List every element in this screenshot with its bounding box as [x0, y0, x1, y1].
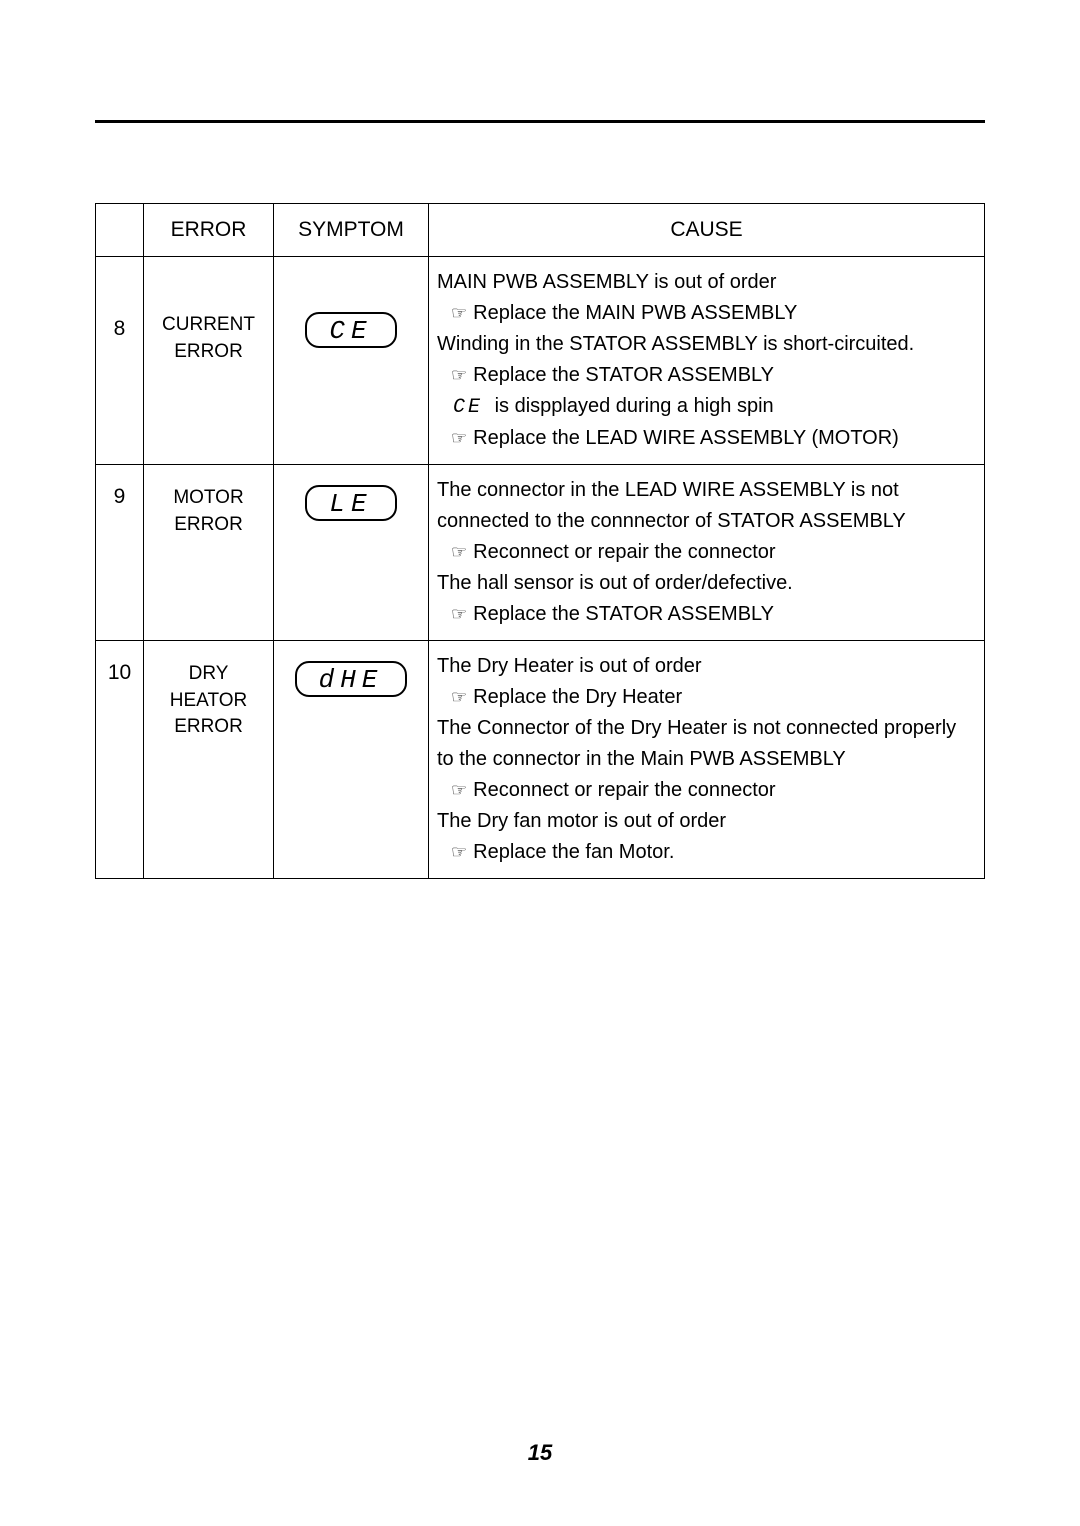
- symptom-cell: CE: [274, 257, 429, 465]
- cause-cell: MAIN PWB ASSEMBLY is out of order☞Replac…: [429, 257, 985, 465]
- error-table-body: 8CURRENTERRORCEMAIN PWB ASSEMBLY is out …: [96, 257, 985, 879]
- pointer-icon: ☞: [451, 300, 467, 328]
- cause-text: The connector in the LEAD WIRE ASSEMBLY …: [437, 475, 976, 537]
- error-line: MOTOR: [173, 487, 243, 508]
- cause-action: ☞ Replace the fan Motor.: [437, 837, 976, 868]
- error-line: HEATOR: [170, 690, 247, 711]
- cause-cell: The connector in the LEAD WIRE ASSEMBLY …: [429, 465, 985, 641]
- table-row: 8CURRENTERRORCEMAIN PWB ASSEMBLY is out …: [96, 257, 985, 465]
- pointer-icon: ☞: [451, 425, 467, 453]
- symptom-cell: dHE: [274, 641, 429, 879]
- cause-text: The Dry Heater is out of order: [437, 651, 976, 682]
- pointer-icon: ☞: [451, 601, 467, 629]
- cause-text: The Connector of the Dry Heater is not c…: [437, 713, 976, 775]
- pointer-icon: ☞: [451, 539, 467, 567]
- error-name: DRY HEATOR ERROR: [144, 641, 274, 879]
- cause-action-text: Replace the Dry Heater: [473, 686, 682, 708]
- cause-action-text: Replace the LEAD WIRE ASSEMBLY (MOTOR): [473, 427, 899, 449]
- row-number: 8: [96, 257, 144, 465]
- header-error: ERROR: [144, 204, 274, 257]
- cause-action: ☞ Reconnect or repair the connector: [437, 775, 976, 806]
- header-blank: [96, 204, 144, 257]
- cause-text: Winding in the STATOR ASSEMBLY is short-…: [437, 329, 976, 360]
- cause-action: ☞ Replace the STATOR ASSEMBLY: [437, 360, 976, 391]
- pointer-icon: ☞: [451, 777, 467, 805]
- cause-action: ☞ Replace the LEAD WIRE ASSEMBLY (MOTOR): [437, 423, 976, 454]
- symptom-badge: CE: [305, 312, 396, 348]
- cause-action: ☞ Replace the Dry Heater: [437, 682, 976, 713]
- symptom-badge: dHE: [295, 661, 408, 697]
- page-number: 15: [0, 1440, 1080, 1466]
- cause-action: ☞ Reconnect or repair the connector: [437, 537, 976, 568]
- cause-action-text: Replace the MAIN PWB ASSEMBLY: [473, 302, 797, 324]
- symptom-code: dHE: [319, 665, 384, 695]
- cause-action: ☞ Replace the STATOR ASSEMBLY: [437, 599, 976, 630]
- cause-action-text: Replace the STATOR ASSEMBLY: [473, 603, 774, 625]
- cause-text: The hall sensor is out of order/defectiv…: [437, 568, 976, 599]
- cause-action-text: Reconnect or repair the connector: [473, 779, 775, 801]
- symptom-code: LE: [329, 489, 372, 519]
- error-name: MOTOR ERROR: [144, 465, 274, 641]
- cause-action-text: Replace the fan Motor.: [473, 841, 674, 863]
- cause-action-text: Replace the STATOR ASSEMBLY: [473, 364, 774, 386]
- row-number: 10: [96, 641, 144, 879]
- top-rule: [95, 120, 985, 123]
- table-row: 9 MOTOR ERROR LE The connector in the LEAD W…: [96, 465, 985, 641]
- header-symptom: SYMPTOM: [274, 204, 429, 257]
- symptom-code: CE: [329, 316, 372, 346]
- error-table: ERROR SYMPTOM CAUSE 8CURRENTERRORCEMAIN …: [95, 203, 985, 879]
- header-row: ERROR SYMPTOM CAUSE: [96, 204, 985, 257]
- error-line: ERROR: [174, 716, 243, 737]
- error-line: CURRENT: [162, 314, 255, 335]
- inline-code: CE: [451, 396, 489, 419]
- error-line: DRY: [189, 663, 229, 684]
- symptom-cell: LE: [274, 465, 429, 641]
- pointer-icon: ☞: [451, 362, 467, 390]
- symptom-badge: LE: [305, 485, 396, 521]
- header-cause: CAUSE: [429, 204, 985, 257]
- pointer-icon: ☞: [451, 839, 467, 867]
- error-line: ERROR: [174, 341, 243, 362]
- table-row: 10 DRY HEATOR ERROR dHE The Dry Heater is out…: [96, 641, 985, 879]
- error-line: ERROR: [174, 514, 243, 535]
- cause-text: CE is dispplayed during a high spin: [437, 391, 976, 423]
- page: ERROR SYMPTOM CAUSE 8CURRENTERRORCEMAIN …: [0, 0, 1080, 1526]
- pointer-icon: ☞: [451, 684, 467, 712]
- error-name: CURRENT ERROR: [144, 257, 274, 465]
- cause-action: ☞ Replace the MAIN PWB ASSEMBLY: [437, 298, 976, 329]
- row-number: 9: [96, 465, 144, 641]
- cause-cell: The Dry Heater is out of order☞Replace t…: [429, 641, 985, 879]
- cause-text-span: is dispplayed during a high spin: [489, 395, 774, 417]
- cause-action-text: Reconnect or repair the connector: [473, 541, 775, 563]
- cause-text: The Dry fan motor is out of order: [437, 806, 976, 837]
- cause-text: MAIN PWB ASSEMBLY is out of order: [437, 267, 976, 298]
